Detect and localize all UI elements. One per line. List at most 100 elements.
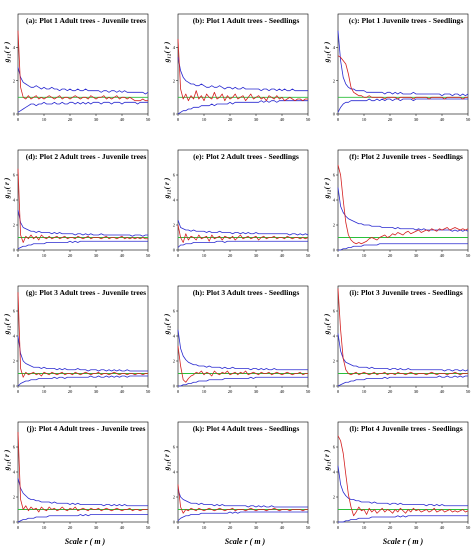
upper-envelope-line bbox=[17, 67, 149, 95]
x-tick-label: 10 bbox=[42, 253, 47, 258]
x-tick-label: 50 bbox=[466, 253, 471, 258]
x-tick-label: 0 bbox=[337, 389, 340, 394]
x-tick-label: 40 bbox=[280, 253, 285, 258]
y-axis-label: g₁₂( r ) bbox=[162, 449, 171, 471]
x-tick-label: 20 bbox=[228, 525, 233, 530]
panel-title: (b): Plot 1 Adult trees - Seedlings bbox=[193, 16, 300, 25]
lower-envelope-line bbox=[177, 240, 308, 248]
x-tick-label: 30 bbox=[254, 525, 259, 530]
y-tick-label: 4 bbox=[13, 198, 16, 203]
y-tick-label: 2 bbox=[333, 495, 336, 500]
x-tick-label: 0 bbox=[177, 389, 180, 394]
y-tick-label: 4 bbox=[13, 470, 16, 475]
x-tick-label: 0 bbox=[17, 389, 20, 394]
upper-envelope-line bbox=[337, 30, 469, 97]
y-axis-label: g₁₂( r ) bbox=[322, 41, 331, 63]
x-tick-label: 40 bbox=[120, 117, 125, 122]
chart-panel: (l): Plot 4 Juvenile trees - Seedlings 0 1… bbox=[322, 421, 471, 530]
observed-line bbox=[17, 30, 148, 102]
panel-title: (i): Plot 3 Juvenile trees - Seedlings bbox=[349, 288, 462, 297]
observed-line bbox=[337, 164, 469, 245]
panel-title: (k): Plot 4 Adult trees - Seedlings bbox=[193, 424, 300, 433]
x-tick-label: 30 bbox=[414, 253, 419, 258]
lower-envelope-line bbox=[178, 376, 308, 387]
observed-line bbox=[17, 168, 148, 243]
observed-line bbox=[177, 224, 309, 243]
plot-frame bbox=[17, 285, 149, 387]
x-tick-label: 30 bbox=[94, 525, 99, 530]
x-tick-label: 0 bbox=[177, 525, 180, 530]
x-tick-label: 30 bbox=[254, 389, 259, 394]
y-tick-label: 2 bbox=[173, 78, 176, 83]
observed-line bbox=[337, 55, 468, 100]
plot-frame bbox=[177, 285, 309, 387]
x-tick-label: 20 bbox=[388, 117, 393, 122]
x-tick-label: 30 bbox=[94, 253, 99, 258]
y-tick-label: 6 bbox=[333, 309, 336, 314]
x-tick-label: 0 bbox=[17, 525, 20, 530]
y-tick-label: 0 bbox=[333, 248, 336, 253]
x-tick-label: 40 bbox=[120, 389, 125, 394]
x-tick-label: 10 bbox=[362, 253, 367, 258]
x-tick-label: 50 bbox=[146, 253, 151, 258]
panel-title: (c): Plot 1 Juvenile trees - Seedlings bbox=[349, 16, 464, 25]
x-tick-label: 10 bbox=[42, 389, 47, 394]
x-tick-label: 10 bbox=[362, 525, 367, 530]
x-tick-label: 50 bbox=[306, 389, 311, 394]
upper-envelope-line bbox=[177, 219, 309, 236]
y-tick-label: 2 bbox=[333, 359, 336, 364]
chart-panel: (f): Plot 2 Juvenile trees - Seedlings 0 1… bbox=[322, 149, 471, 258]
x-tick-label: 10 bbox=[202, 253, 207, 258]
x-tick-label: 10 bbox=[202, 389, 207, 394]
x-tick-label: 50 bbox=[146, 525, 151, 530]
x-tick-label: 10 bbox=[42, 525, 47, 530]
plot-frame bbox=[17, 13, 149, 115]
x-tick-label: 0 bbox=[337, 253, 340, 258]
y-tick-label: 4 bbox=[13, 334, 16, 339]
y-tick-label: 4 bbox=[13, 45, 16, 50]
y-tick-label: 2 bbox=[173, 359, 176, 364]
y-axis-label: g₁₂( r ) bbox=[162, 41, 171, 63]
x-tick-label: 20 bbox=[228, 117, 233, 122]
y-tick-label: 0 bbox=[173, 112, 176, 117]
lower-envelope-line bbox=[177, 511, 308, 522]
upper-envelope-line bbox=[337, 465, 468, 507]
y-tick-label: 2 bbox=[13, 223, 16, 228]
x-tick-label: 40 bbox=[440, 525, 445, 530]
x-tick-label: 50 bbox=[306, 253, 311, 258]
lower-envelope-line bbox=[338, 515, 468, 523]
panel-title: (h): Plot 3 Adult trees - Seedlings bbox=[193, 288, 300, 297]
y-axis-label: g₁₂( r ) bbox=[2, 41, 11, 63]
y-axis-label: g₁₂( r ) bbox=[2, 177, 11, 199]
y-axis-label: g₁₂( r ) bbox=[162, 313, 171, 335]
lower-envelope-line bbox=[337, 375, 468, 387]
lower-envelope-line bbox=[17, 514, 148, 523]
x-tick-label: 20 bbox=[388, 389, 393, 394]
plot-frame bbox=[177, 149, 309, 251]
x-tick-label: 50 bbox=[146, 389, 151, 394]
upper-envelope-line bbox=[17, 209, 148, 237]
x-tick-label: 20 bbox=[388, 253, 393, 258]
x-tick-label: 40 bbox=[280, 525, 285, 530]
y-tick-label: 4 bbox=[173, 45, 176, 50]
y-tick-label: 4 bbox=[173, 334, 176, 339]
observed-line bbox=[17, 431, 148, 513]
x-tick-label: 40 bbox=[440, 117, 445, 122]
plot-frame bbox=[17, 421, 149, 523]
lower-envelope-line bbox=[17, 240, 148, 250]
y-tick-label: 4 bbox=[173, 198, 176, 203]
plot-frame bbox=[337, 285, 469, 387]
x-tick-label: 10 bbox=[202, 525, 207, 530]
upper-envelope-line bbox=[177, 57, 308, 92]
panel-title: (a): Plot 1 Adult trees - Juvenile trees bbox=[26, 16, 146, 25]
x-tick-label: 50 bbox=[466, 117, 471, 122]
x-tick-label: 0 bbox=[17, 253, 20, 258]
y-tick-label: 6 bbox=[13, 445, 16, 450]
chart-panel: (k): Plot 4 Adult trees - Seedlings 0 10 20… bbox=[162, 421, 311, 530]
lower-envelope-line bbox=[337, 98, 468, 113]
y-tick-label: 2 bbox=[333, 223, 336, 228]
upper-envelope-line bbox=[17, 478, 148, 507]
upper-envelope-line bbox=[17, 335, 148, 372]
